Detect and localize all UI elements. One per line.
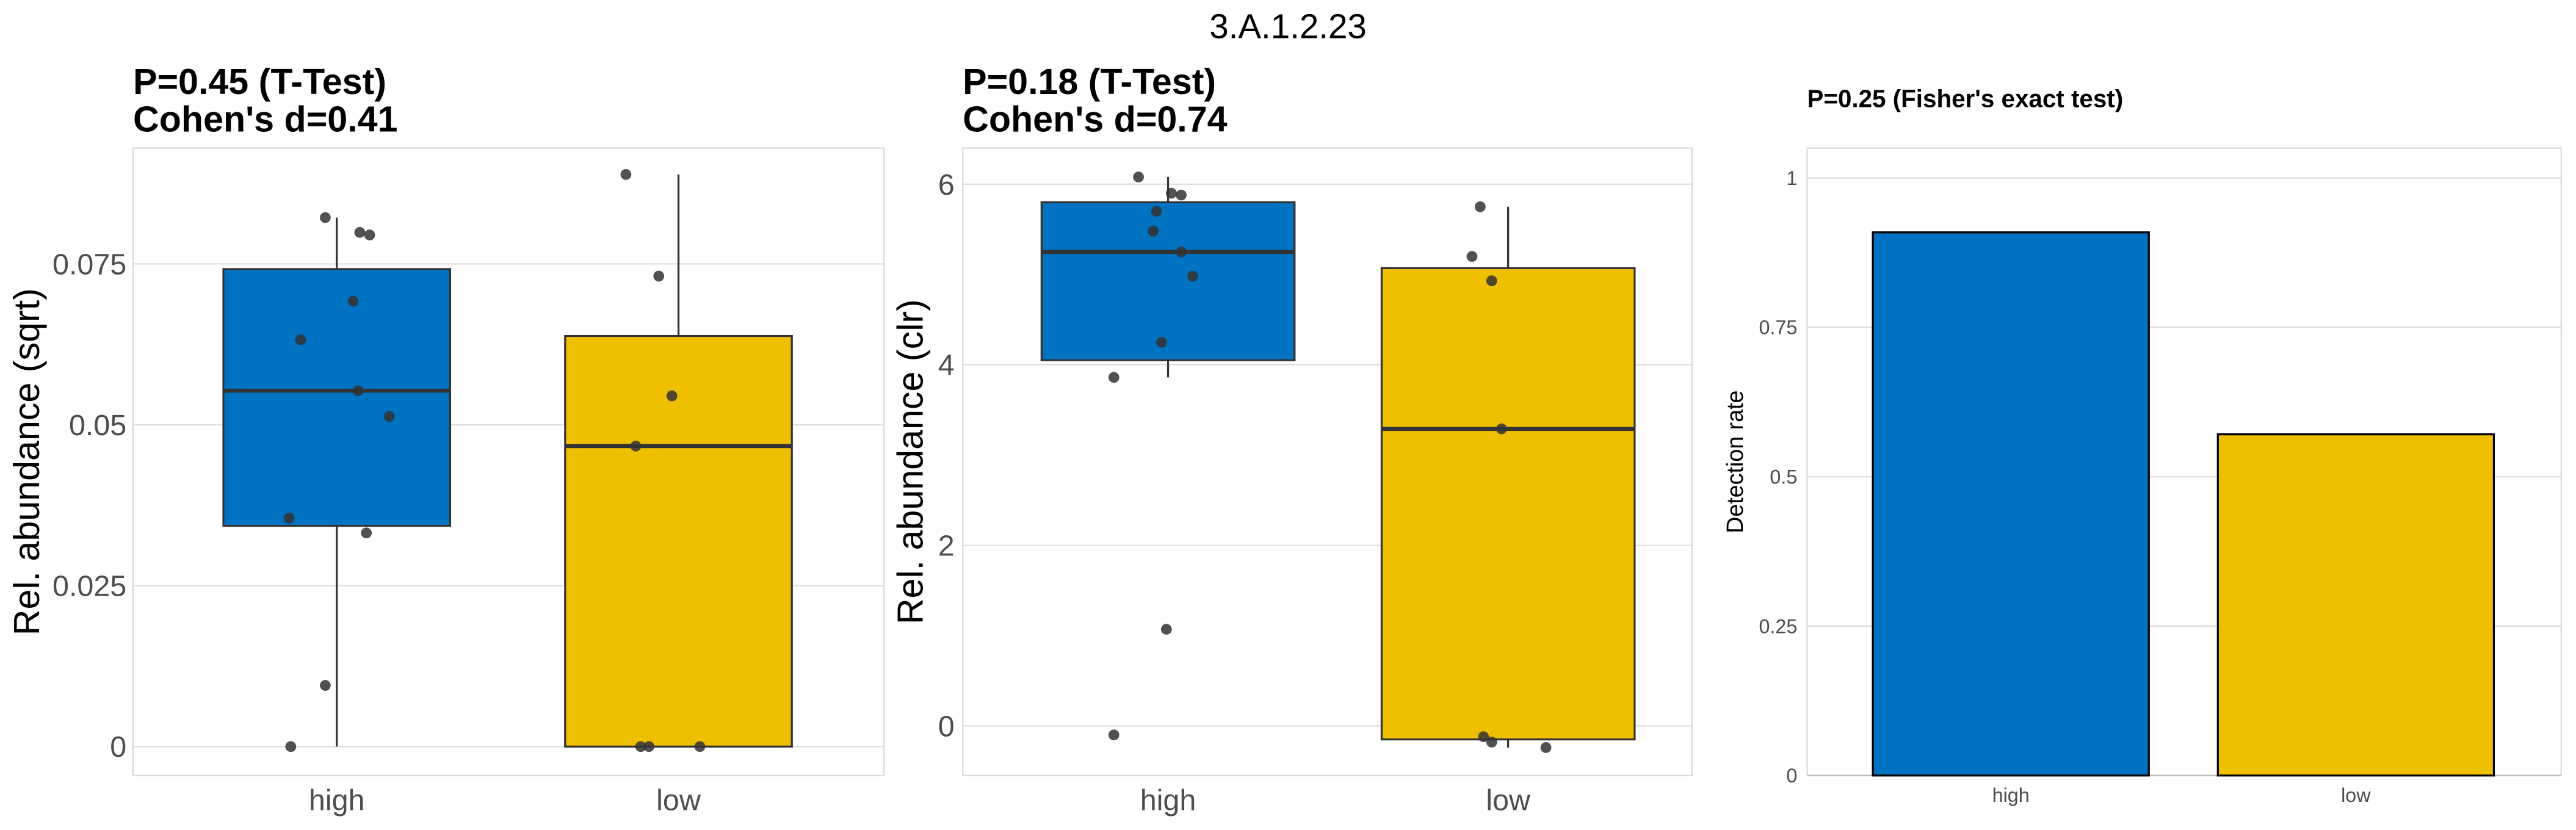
data-point xyxy=(643,741,654,752)
data-point xyxy=(694,741,706,752)
y-axis-label: Rel. abundance (clr) xyxy=(890,299,931,624)
panel-title: P=0.18 (T-Test) xyxy=(963,61,1216,102)
data-point xyxy=(361,527,372,539)
box-high xyxy=(222,268,452,527)
x-tick-label: low xyxy=(656,784,701,817)
data-point xyxy=(1176,246,1187,258)
y-tick-label: 2 xyxy=(938,529,955,562)
x-tick-label: low xyxy=(2341,784,2371,806)
data-point xyxy=(1151,206,1162,217)
data-point xyxy=(1108,729,1120,741)
y-tick-label: 0.025 xyxy=(52,570,126,603)
y-tick-label: 0.5 xyxy=(1770,466,1797,488)
data-point xyxy=(1478,731,1489,743)
data-point xyxy=(383,411,395,422)
data-point xyxy=(320,212,331,223)
x-tick-label: high xyxy=(1140,784,1196,817)
data-point xyxy=(320,680,331,691)
data-point xyxy=(620,169,632,180)
figure-title: 3.A.1.2.23 xyxy=(1209,7,1367,45)
data-point xyxy=(1133,171,1144,182)
data-point xyxy=(347,295,359,307)
data-point xyxy=(1486,737,1497,748)
y-axis-label: Detection rate xyxy=(1722,390,1748,533)
data-point xyxy=(1108,372,1120,383)
y-tick-label: 6 xyxy=(938,168,955,201)
data-point xyxy=(364,229,375,240)
x-tick-label: low xyxy=(1486,784,1531,817)
x-tick-label: high xyxy=(1992,784,2030,806)
box-low xyxy=(1380,267,1636,741)
box-low xyxy=(564,334,793,748)
panel-title: Cohen's d=0.74 xyxy=(963,99,1228,140)
box-high xyxy=(1040,201,1296,361)
data-point xyxy=(295,334,306,345)
panel-title: P=0.45 (T-Test) xyxy=(133,61,386,102)
x-tick-label: high xyxy=(309,784,365,817)
data-point xyxy=(635,741,646,752)
y-tick-label: 0 xyxy=(1786,765,1797,787)
y-tick-label: 0.25 xyxy=(1759,615,1797,637)
data-point xyxy=(283,513,295,524)
bar-high xyxy=(1872,231,2150,777)
data-point xyxy=(630,440,642,452)
data-point xyxy=(1166,187,1177,199)
data-point xyxy=(1475,201,1486,212)
data-point xyxy=(285,741,297,752)
y-tick-label: 0.75 xyxy=(1759,317,1797,339)
data-point xyxy=(1486,275,1497,286)
data-point xyxy=(1540,742,1552,753)
data-point xyxy=(354,226,366,238)
y-tick-label: 1 xyxy=(1786,167,1797,189)
y-tick-label: 0 xyxy=(110,731,126,763)
plot-panel-border xyxy=(132,147,885,776)
data-point xyxy=(1160,624,1172,635)
y-tick-label: 0 xyxy=(938,710,955,743)
data-point xyxy=(1148,225,1159,237)
bar-low xyxy=(2216,433,2495,777)
y-tick-label: 0.075 xyxy=(52,248,126,281)
data-point xyxy=(352,385,364,397)
y-tick-label: 4 xyxy=(938,349,955,382)
plot-panel-border xyxy=(962,147,1693,776)
data-point xyxy=(1466,251,1478,262)
data-point xyxy=(1176,189,1187,201)
y-tick-label: 0.05 xyxy=(69,409,126,442)
data-point xyxy=(1156,336,1167,348)
panel-title: P=0.25 (Fisher's exact test) xyxy=(1807,84,2123,112)
panel-title: Cohen's d=0.41 xyxy=(133,99,397,140)
y-axis-label: Rel. abundance (sqrt) xyxy=(6,288,47,635)
data-point xyxy=(1187,270,1198,282)
plot-panel-border xyxy=(1806,147,2562,776)
data-point xyxy=(666,390,678,402)
data-point xyxy=(653,270,665,282)
data-point xyxy=(1496,423,1507,435)
